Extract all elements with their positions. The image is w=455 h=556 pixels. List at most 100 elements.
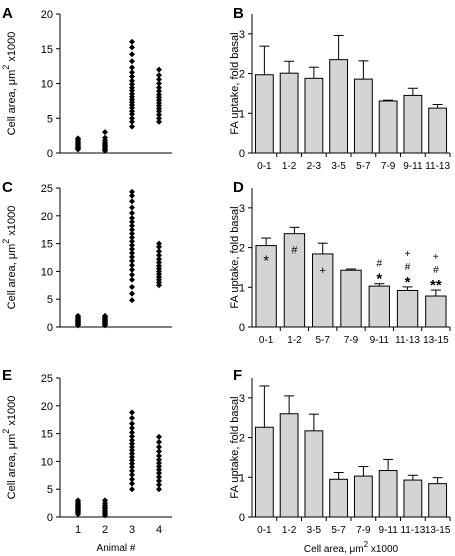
y-axis-label: Cell area, μm2 x1000 <box>1 32 18 136</box>
y-tick-label: 20 <box>41 211 53 223</box>
data-point <box>129 44 135 51</box>
y-tick-label: 20 <box>41 401 53 413</box>
data-point <box>156 240 162 247</box>
x-tick-label: 5-7 <box>315 335 330 346</box>
data-point <box>156 481 162 488</box>
significance-mark: * <box>263 253 269 270</box>
data-point <box>129 420 135 427</box>
bar <box>279 413 299 518</box>
data-point <box>129 271 135 278</box>
data-point <box>156 243 162 250</box>
data-point <box>129 429 135 436</box>
y-tick-label: 15 <box>41 44 53 56</box>
y-tick-label: 2 <box>239 243 245 255</box>
x-tick-label: 11-13 <box>425 161 450 172</box>
data-point <box>156 466 162 473</box>
data-point <box>129 69 135 76</box>
significance-mark: + <box>405 249 411 260</box>
data-point <box>129 115 135 122</box>
y-tick-label: 0 <box>47 512 53 524</box>
data-point <box>75 135 81 142</box>
data-point <box>156 115 162 122</box>
data-point <box>129 230 135 237</box>
significance-mark: # <box>377 259 383 270</box>
data-point <box>129 433 135 440</box>
data-point <box>129 486 135 493</box>
significance-mark: * <box>405 274 411 291</box>
data-point <box>129 409 135 416</box>
data-point <box>129 222 135 229</box>
data-point <box>129 188 135 195</box>
data-point <box>129 425 135 432</box>
x-tick-label: 7-9 <box>381 161 396 172</box>
data-point <box>129 457 135 464</box>
data-point <box>156 262 162 269</box>
bar <box>254 426 274 518</box>
bar <box>368 285 390 328</box>
x-tick-label: 4 <box>156 524 162 536</box>
panel-letter-d: D <box>233 179 244 196</box>
data-point <box>75 497 81 504</box>
data-point <box>156 118 162 125</box>
y-tick-label: 3 <box>239 29 245 41</box>
y-axis-label: FA uptake, fold basal <box>229 396 241 498</box>
data-point <box>129 297 135 304</box>
panel-letter-a: A <box>2 5 13 22</box>
data-point <box>156 76 162 83</box>
data-point <box>129 90 135 97</box>
data-point <box>129 266 135 273</box>
data-point <box>102 497 108 504</box>
bar <box>403 94 423 154</box>
x-tick-label: 9-11 <box>378 525 398 536</box>
data-point <box>129 253 135 260</box>
data-point <box>129 204 135 211</box>
data-point <box>129 262 135 269</box>
y-axis-label: FA uptake, fold basal <box>229 32 241 134</box>
x-tick-label: 1-2 <box>282 161 297 172</box>
bar <box>353 78 373 154</box>
data-point <box>129 238 135 245</box>
data-point <box>75 312 81 319</box>
data-point <box>156 433 162 440</box>
y-tick-label: 10 <box>41 266 53 278</box>
significance-mark: # <box>405 262 411 273</box>
x-tick-label: 3-5 <box>307 525 322 536</box>
data-point <box>129 198 135 205</box>
data-point <box>129 210 135 217</box>
data-point <box>129 463 135 470</box>
data-point <box>156 473 162 480</box>
panel-letter-c: C <box>2 179 13 196</box>
data-point <box>102 129 108 136</box>
bar <box>378 470 398 518</box>
y-tick-label: 0 <box>239 512 245 524</box>
y-tick-label: 0 <box>47 322 53 334</box>
bar <box>312 253 334 328</box>
data-point <box>129 242 135 249</box>
bar <box>378 100 398 154</box>
x-tick-label: 13-15 <box>423 335 449 346</box>
data-point <box>129 447 135 454</box>
x-tick-label: 7-9 <box>344 335 359 346</box>
data-point <box>102 312 108 319</box>
x-tick-label: 5-7 <box>331 525 346 536</box>
data-point <box>129 84 135 91</box>
y-tick-label: 0 <box>47 148 53 160</box>
y-tick-label: 5 <box>47 294 53 306</box>
y-axis-label: Cell area, μm2 x1000 <box>1 206 18 310</box>
y-axis-label: FA uptake, fold basal <box>229 206 241 308</box>
bar <box>304 430 324 518</box>
bar <box>353 475 373 518</box>
bar <box>396 289 419 328</box>
x-tick-label: 11-13 <box>400 525 425 536</box>
x-tick-label: 5-7 <box>356 161 371 172</box>
y-tick-label: 1 <box>239 472 245 484</box>
bar <box>428 483 448 518</box>
significance-mark: # <box>291 245 298 257</box>
data-point <box>129 246 135 253</box>
x-tick-label: 2-3 <box>307 161 322 172</box>
y-tick-label: 25 <box>41 373 53 385</box>
x-tick-label: 11-13 <box>395 335 420 346</box>
data-point <box>129 453 135 460</box>
bar <box>403 479 423 518</box>
data-point <box>156 460 162 467</box>
